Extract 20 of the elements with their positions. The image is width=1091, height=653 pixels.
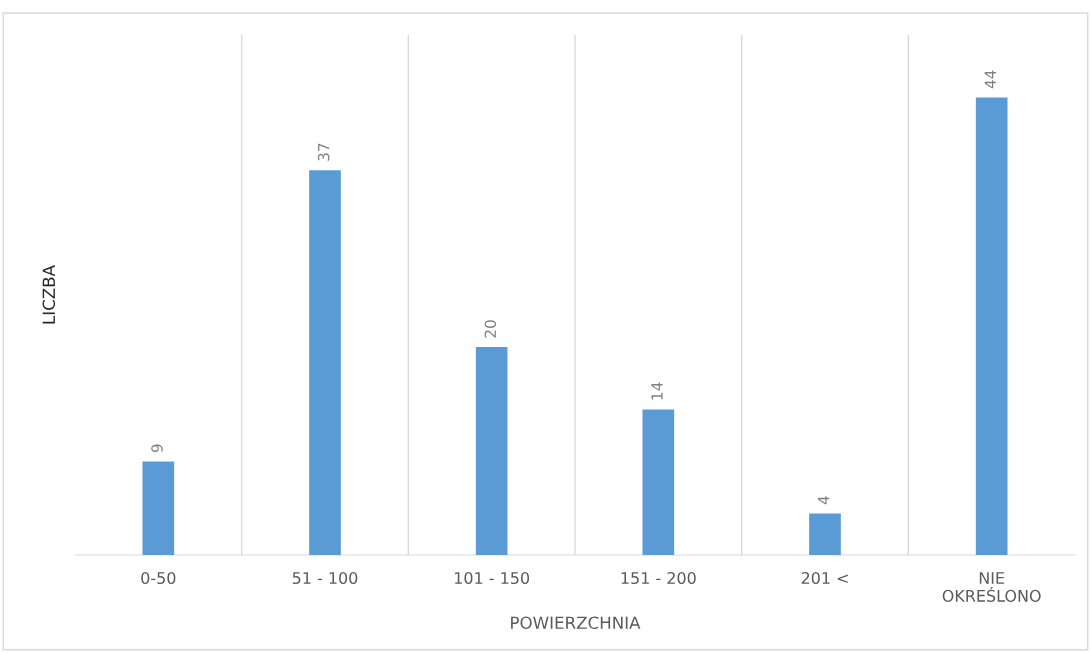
x-tick-label: NIE OKREŚLONO — [942, 572, 1041, 602]
x-tick-label: 0-50 — [141, 571, 176, 585]
x-tick-label: 101 - 150 — [454, 571, 530, 585]
bar — [642, 409, 675, 555]
data-label: 14 — [651, 382, 663, 400]
data-label: 9 — [151, 444, 163, 453]
x-tick-label: 151 - 200 — [621, 571, 696, 585]
x-tick-label: 201 < — [801, 571, 848, 585]
x-tick-label: 51 - 100 — [292, 571, 358, 585]
data-label: 37 — [317, 143, 330, 161]
x-axis-title: POWIERZCHNIA — [511, 616, 641, 630]
data-label: 20 — [484, 320, 497, 338]
bar — [809, 513, 841, 555]
bar — [142, 461, 175, 555]
bar — [975, 97, 1008, 555]
bar — [475, 347, 508, 555]
y-axis-title: LICZBA — [42, 265, 56, 324]
data-label: 44 — [984, 70, 996, 89]
data-label: 4 — [818, 496, 830, 505]
bar — [309, 170, 341, 555]
